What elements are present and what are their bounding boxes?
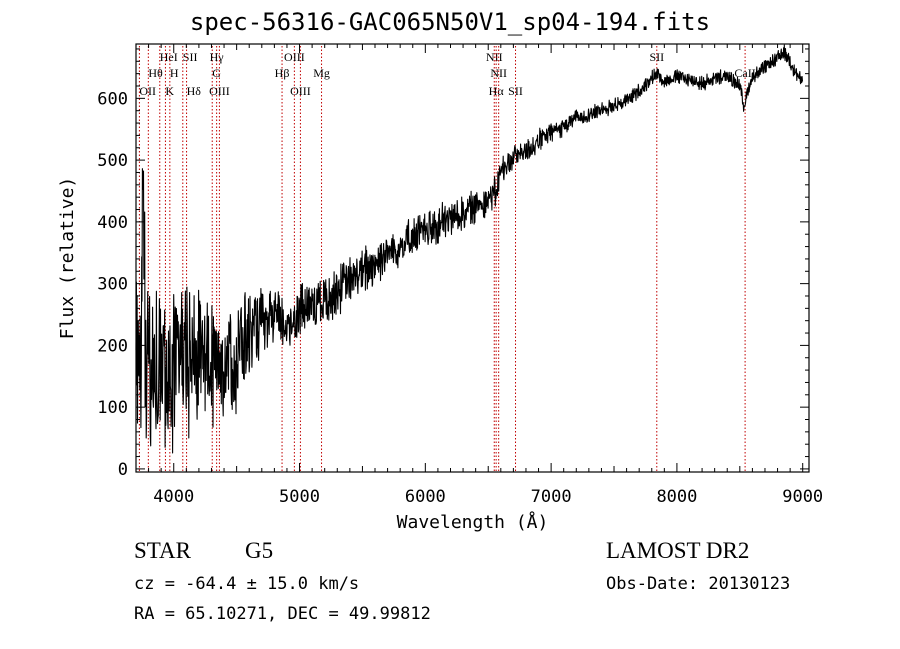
y-tick-label: 100 [97,398,128,418]
line-marker-label: Hγ [210,50,225,64]
y-tick-label: 600 [97,89,128,109]
line-marker-label: OII [139,84,156,98]
line-marker-label: Hβ [275,66,290,80]
chart-title: spec-56316-GAC065N50V1_sp04-194.fits [189,8,711,36]
object-type: STAR [134,538,191,563]
object-class: G5 [245,538,274,563]
plot-frame [135,43,810,473]
x-axis: 4000 5000 6000 7000 8000 9000 Wavelength (Å) [148,44,823,533]
line-marker-label: Hθ [148,66,163,80]
y-axis-label: Flux (relative) [57,177,78,340]
line-marker-label: Mg [313,66,330,80]
observation-date: Obs-Date: 20130123 [606,574,791,594]
spectrum-line [135,44,804,454]
survey-name: LAMOST DR2 [606,538,750,563]
x-tick-label: 7000 [531,487,572,507]
x-tick-label: 9000 [782,487,823,507]
y-tick-label: 500 [97,151,128,171]
y-tick-label: 0 [118,460,128,480]
x-tick-label: 4000 [153,487,194,507]
redshift-velocity: cz = -64.4 ± 15.0 km/s [134,574,360,594]
x-axis-label: Wavelength (Å) [397,511,549,533]
line-marker-label: CaII [734,66,755,80]
line-marker-label: Hδ [187,84,202,98]
line-marker-label: H [170,66,179,80]
x-tick-label: 6000 [405,487,446,507]
y-axis: 0 100 200 300 400 500 600 Flux (relative) [57,48,809,480]
x-tick-label: 8000 [656,487,697,507]
line-marker-label: HeI [160,50,178,64]
y-tick-label: 200 [97,336,128,356]
x-tick-label: 5000 [279,487,320,507]
line-marker-label: SII [508,84,523,98]
line-marker-label: NII [486,50,503,64]
line-marker-label: Hα [489,84,505,98]
line-marker-label: SII [649,50,664,64]
line-marker-label: OIII [284,50,305,64]
y-tick-label: 400 [97,213,128,233]
line-marker-label: G [212,66,221,80]
sky-coordinates: RA = 65.10271, DEC = 49.99812 [134,604,431,624]
line-marker-label: SII [183,50,198,64]
line-marker-label: K [165,84,174,98]
line-marker-label: OIII [209,84,230,98]
line-marker-label: NII [490,66,507,80]
y-tick-label: 300 [97,275,128,295]
line-marker-label: OIII [290,84,311,98]
